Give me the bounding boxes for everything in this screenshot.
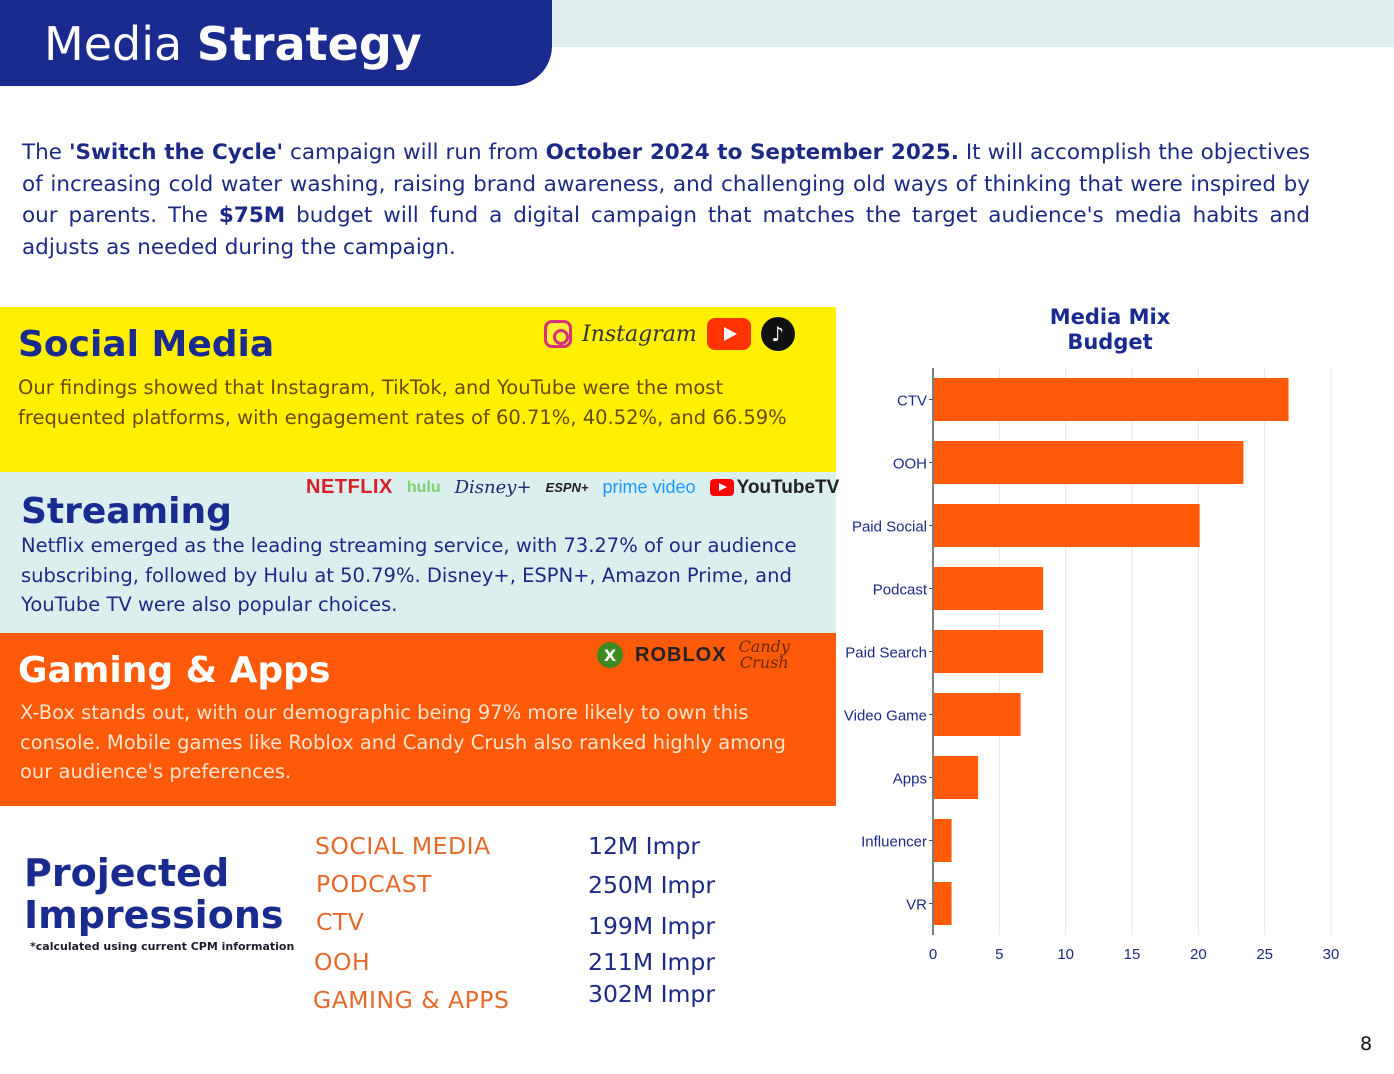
impression-label-social: SOCIAL MEDIA [315, 832, 491, 860]
page-title: Media Strategy [44, 17, 422, 71]
youtube-tv-icon [709, 479, 734, 496]
impression-value-ooh: 211M Impr [588, 948, 716, 976]
disney-plus-logo: Disney+ [454, 477, 532, 498]
impression-label-gaming: GAMING & APPS [313, 986, 510, 1014]
bar-paid-search [934, 630, 1044, 673]
social-media-body: Our findings showed that Instagram, TikT… [18, 376, 787, 429]
impression-label-ooh: OOH [314, 948, 371, 976]
bar-apps [934, 756, 979, 799]
gaming-apps-body: X-Box stands out, with our demographic b… [20, 701, 786, 783]
impression-value-social: 12M Impr [588, 832, 701, 860]
projected-impressions-title: Projected Impressions [24, 851, 284, 937]
category-label: Podcast [873, 582, 928, 599]
instagram-logo: Instagram [582, 321, 697, 347]
header-accent-strip [540, 0, 1394, 47]
x-tick-label: 25 [1256, 946, 1273, 963]
impression-value-ctv: 199M Impr [588, 912, 716, 940]
category-label: Video Game [844, 708, 927, 725]
social-logos: Instagram ♪ [544, 317, 795, 351]
x-tick-label: 20 [1190, 946, 1207, 963]
social-media-section: Social Media Instagram ♪ Our findings sh… [0, 307, 836, 472]
x-tick-label: 5 [995, 946, 1003, 963]
social-media-heading: Social Media [18, 324, 275, 365]
gaming-apps-section: Gaming & Apps X ROBLOX Candy Crush X-Box … [0, 633, 836, 806]
x-tick-label: 10 [1057, 946, 1074, 963]
roblox-logo: ROBLOX [635, 643, 727, 666]
impression-value-podcast: 250M Impr [588, 871, 716, 899]
youtube-tv-logo: YouTubeTV [709, 477, 839, 499]
streaming-logos: NETFLIX hulu Disney+ ESPN+ prime video Y… [306, 476, 839, 499]
impression-label-podcast: PODCAST [316, 870, 433, 898]
category-label: Apps [893, 771, 927, 788]
streaming-heading: Streaming [21, 491, 232, 532]
category-label: Paid Social [852, 519, 927, 536]
campaign-name: 'Switch the Cycle' [68, 140, 284, 165]
page-number: 8 [1360, 1033, 1373, 1055]
intro-paragraph: The 'Switch the Cycle' campaign will run… [22, 140, 1310, 260]
streaming-body: Netflix emerged as the leading streaming… [21, 534, 797, 616]
bar-influencer [934, 819, 952, 862]
gaming-apps-heading: Gaming & Apps [18, 650, 331, 691]
cpm-footnote: *calculated using current CPM informatio… [30, 940, 295, 953]
category-label: CTV [897, 393, 927, 410]
gaming-logos: X ROBLOX Candy Crush [597, 639, 790, 671]
x-tick-label: 30 [1323, 946, 1340, 963]
impression-value-gaming: 302M Impr [588, 980, 716, 1008]
youtube-icon [706, 318, 751, 350]
impression-label-ctv: CTV [316, 908, 365, 936]
streaming-section: Streaming NETFLIX hulu Disney+ ESPN+ pri… [0, 472, 839, 633]
campaign-dates: October 2024 to September 2025. [545, 140, 959, 165]
x-tick-label: 15 [1124, 946, 1141, 963]
tiktok-icon: ♪ [760, 317, 795, 351]
bar-paid-social [934, 504, 1200, 547]
x-tick-label: 0 [929, 946, 937, 963]
chart-title: Media Mix Budget [1049, 305, 1171, 354]
espn-plus-logo: ESPN+ [545, 480, 589, 495]
bar-ooh [934, 441, 1244, 484]
bar-video-game [934, 693, 1021, 736]
candy-crush-logo: Candy Crush [738, 637, 790, 672]
bar-vr [934, 882, 952, 925]
prime-video-logo: prime video [602, 477, 696, 497]
category-label: VR [906, 897, 927, 914]
campaign-budget: $75M [218, 203, 286, 228]
xbox-icon: X [597, 642, 623, 668]
category-label: Influencer [861, 834, 927, 851]
category-label: OOH [893, 456, 927, 473]
instagram-icon [544, 320, 572, 348]
bar-ctv [934, 378, 1289, 421]
category-label: Paid Search [845, 645, 927, 662]
bar-podcast [934, 567, 1044, 610]
media-mix-budget-chart: CTV OOH Paid Social Podcast Paid Search Video… [844, 368, 1340, 963]
hulu-logo: hulu [406, 478, 441, 496]
netflix-logo: NETFLIX [306, 476, 393, 498]
title-banner: Media Strategy [0, 0, 552, 86]
